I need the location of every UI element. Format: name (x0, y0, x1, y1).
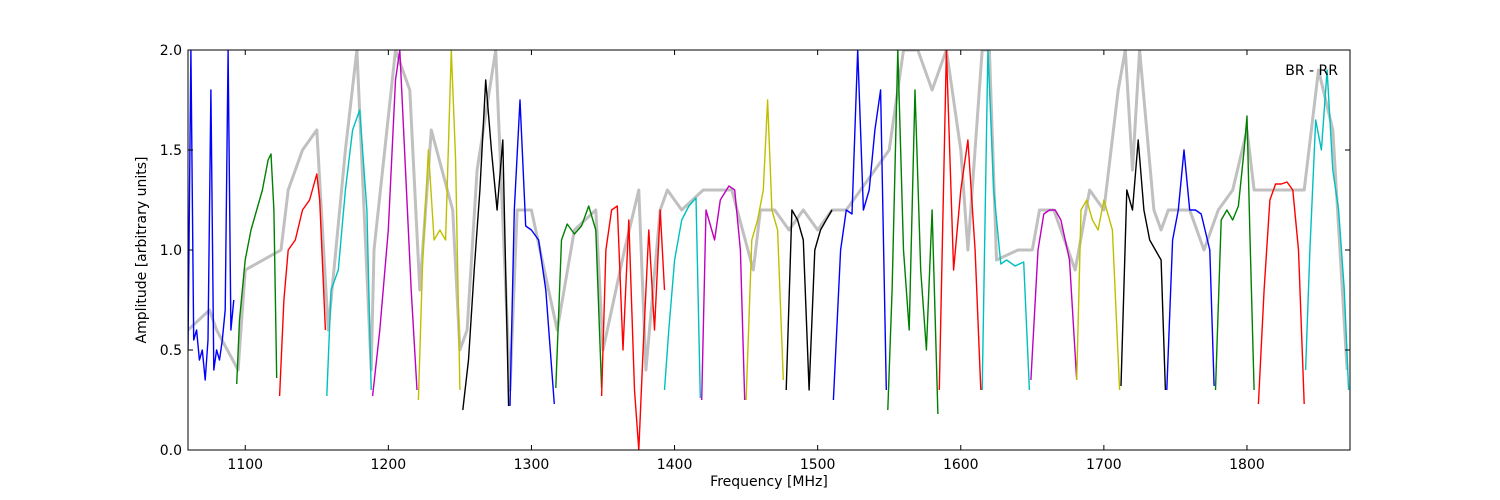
x-tick-label: 1200 (371, 457, 407, 473)
y-tick-label: 2.0 (160, 43, 182, 59)
series-line-18 (981, 50, 1031, 391)
series-line-6 (417, 50, 461, 401)
series-line-10 (600, 205, 666, 450)
series-line-11 (663, 197, 701, 399)
x-tick-label: 1400 (657, 457, 693, 473)
x-tick-label: 1800 (1229, 457, 1265, 473)
y-tick-label: 0.5 (160, 343, 182, 359)
series-line-1 (188, 50, 235, 381)
series-line-19 (1030, 209, 1078, 381)
background-trace-line (188, 50, 1349, 392)
y-axis-ticks: 0.0 0.5 1.0 1.5 2.0 (160, 43, 1350, 459)
x-tick-label: 1600 (943, 457, 979, 473)
background-trace (188, 50, 1349, 392)
series-line-8 (509, 99, 555, 407)
y-tick-label: 0.0 (160, 443, 182, 459)
series-line-13 (745, 99, 784, 401)
x-tick-label: 1300 (514, 457, 550, 473)
series-line-5 (371, 50, 418, 397)
x-tick-label: 1500 (800, 457, 836, 473)
series-line-20 (1076, 199, 1121, 391)
y-tick-label: 1.5 (160, 143, 182, 159)
x-tick-label: 1100 (227, 457, 263, 473)
series-line-2 (236, 153, 278, 385)
series-line-7 (462, 79, 510, 411)
series-line-4 (326, 109, 372, 397)
y-tick-label: 1.0 (160, 243, 182, 259)
series-layer (188, 50, 1350, 450)
series-line-14 (785, 209, 833, 391)
series-line-12 (701, 185, 746, 401)
series-line-25 (1304, 69, 1350, 391)
plot-area-frame (187, 49, 1351, 451)
series-line-22 (1166, 149, 1215, 391)
series-line-15 (832, 50, 887, 401)
series-line-21 (1120, 139, 1167, 391)
x-tick-label: 1700 (1086, 457, 1122, 473)
y-axis-label: Amplitude [arbitrary units] (134, 157, 150, 344)
series-line-23 (1214, 115, 1255, 391)
series-line-3 (278, 173, 327, 397)
x-axis-label: Frequency [MHz] (710, 474, 828, 490)
series-line-24 (1257, 181, 1305, 405)
series-line-17 (938, 50, 982, 391)
series-line-16 (887, 50, 939, 415)
chart-annotation: BR - RR (1285, 63, 1338, 79)
x-axis-ticks: 1100 1200 1300 1400 1500 1600 1700 1800 (227, 50, 1265, 473)
series-line-9 (555, 205, 603, 389)
